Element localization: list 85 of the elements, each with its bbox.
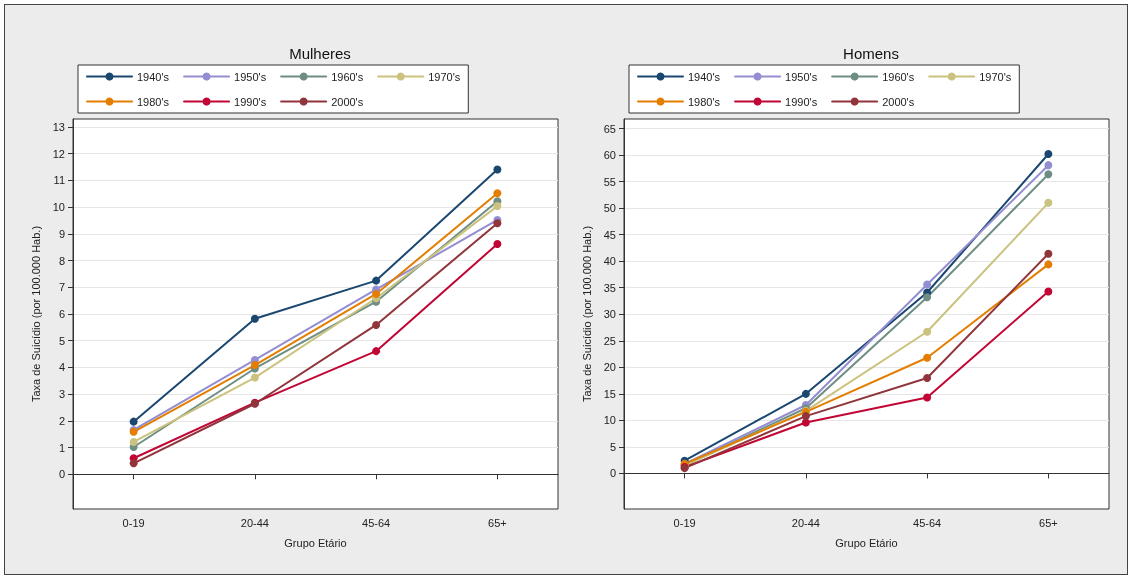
y-tick-label: 0 <box>58 468 65 481</box>
x-tick-label: 45-64 <box>913 516 942 529</box>
point <box>801 412 810 421</box>
y-tick-label: 10 <box>52 201 65 214</box>
y-tick-label: 8 <box>58 254 65 267</box>
point <box>493 240 502 249</box>
point <box>923 280 932 289</box>
x-tick-label: 20-44 <box>791 516 820 529</box>
y-tick-label: 35 <box>603 281 616 294</box>
point <box>250 314 259 323</box>
x-tick-label: 65+ <box>488 516 507 529</box>
point <box>129 459 138 468</box>
y-tick-label: 6 <box>58 308 65 320</box>
y-tick-label: 15 <box>603 387 616 400</box>
y-tick-label: 5 <box>609 440 616 453</box>
point <box>923 393 932 402</box>
y-tick-label: 25 <box>603 334 616 347</box>
point <box>1044 170 1053 179</box>
point <box>372 320 381 329</box>
y-tick-label: 9 <box>58 227 65 240</box>
y-tick-label: 13 <box>52 121 65 134</box>
x-tick-label: 0-19 <box>122 516 145 529</box>
legend-label: 1940's <box>137 70 170 83</box>
legend-label: 1970's <box>428 70 461 83</box>
y-tick-label: 2 <box>58 414 65 427</box>
y-tick-label: 7 <box>58 281 65 294</box>
point <box>493 189 502 198</box>
y-tick-label: 5 <box>58 334 65 347</box>
point <box>923 327 932 336</box>
y-tick-label: 50 <box>603 202 616 215</box>
point <box>250 373 259 382</box>
y-tick-label: 4 <box>58 361 65 374</box>
y-tick-label: 45 <box>603 228 616 241</box>
y-tick-label: 1 <box>58 441 65 454</box>
y-tick-label: 55 <box>603 175 616 188</box>
point <box>1044 249 1053 258</box>
legend-label: 1960's <box>331 70 364 83</box>
point <box>1044 150 1053 159</box>
point <box>493 165 502 174</box>
chart-title: Mulheres <box>289 45 351 62</box>
point <box>801 389 810 398</box>
y-tick-label: 12 <box>52 147 65 160</box>
point <box>923 353 932 362</box>
x-axis-title: Grupo Etário <box>835 536 898 549</box>
y-tick-label: 3 <box>58 388 65 401</box>
point <box>493 219 502 228</box>
y-tick-label: 0 <box>609 467 616 480</box>
point <box>1044 198 1053 207</box>
legend-label: 1990's <box>785 95 818 108</box>
legend-label: 2000's <box>331 95 364 108</box>
x-tick-label: 45-64 <box>362 516 391 529</box>
legend-label: 1960's <box>882 70 915 83</box>
legend-label: 1940's <box>688 70 721 83</box>
legend-label: 1950's <box>785 70 818 83</box>
point <box>372 289 381 298</box>
y-tick-label: 60 <box>603 149 616 162</box>
legend-label: 1980's <box>688 95 721 108</box>
point <box>129 437 138 446</box>
x-tick-label: 20-44 <box>240 516 269 529</box>
y-axis-title: Taxa de Suicídio (por 100.000 Hab.) <box>581 225 594 403</box>
point <box>1044 287 1053 296</box>
x-axis-title: Grupo Etário <box>284 536 347 549</box>
y-tick-label: 20 <box>603 361 616 374</box>
chart-title: Homens <box>843 45 899 62</box>
legend-label: 1950's <box>234 70 267 83</box>
x-tick-label: 65+ <box>1039 516 1058 529</box>
legend-label: 1990's <box>234 95 267 108</box>
y-tick-label: 65 <box>603 122 616 135</box>
y-tick-label: 11 <box>53 174 65 187</box>
y-tick-label: 40 <box>603 255 616 268</box>
point <box>129 417 138 426</box>
point <box>372 276 381 285</box>
point <box>493 202 502 211</box>
legend-label: 2000's <box>882 95 915 108</box>
point <box>1044 161 1053 170</box>
y-tick-label: 30 <box>603 308 616 321</box>
x-tick-label: 0-19 <box>673 516 696 529</box>
y-tick-label: 10 <box>603 414 616 427</box>
legend-label: 1970's <box>979 70 1012 83</box>
point <box>372 347 381 356</box>
point <box>1044 260 1053 269</box>
legend-label: 1980's <box>137 95 170 108</box>
y-axis-title: Taxa de Suicídio (por 100.000 Hab.) <box>30 225 43 403</box>
point <box>923 293 932 302</box>
point <box>923 373 932 382</box>
